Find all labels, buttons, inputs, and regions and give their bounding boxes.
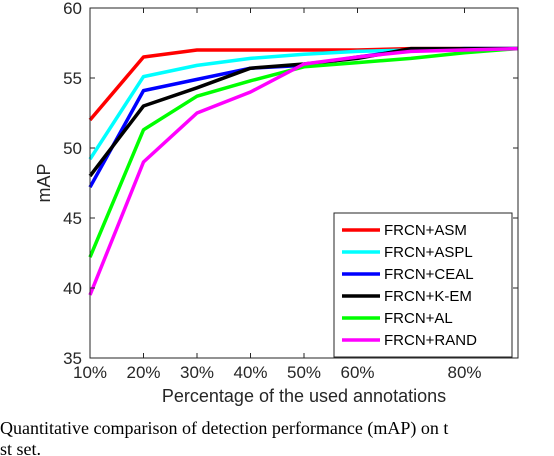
y-tick-label: 55 — [63, 69, 82, 88]
caption-line-2: st set. — [0, 439, 42, 456]
x-tick-label: 10% — [73, 363, 107, 382]
caption-line-1: Quantitative comparison of detection per… — [0, 418, 449, 438]
chart-marks — [88, 46, 519, 296]
legend-box — [333, 212, 513, 358]
x-tick-label: 20% — [126, 363, 160, 382]
y-tick-label: 45 — [63, 209, 82, 228]
x-tick-label: 50% — [287, 363, 321, 382]
legend: FRCN+ASM FRCN+ASPL FRCN+CEAL FRCN+K-EM FRCN+… — [333, 212, 513, 358]
legend-label-frcn-al: FRCN+AL — [384, 310, 453, 327]
series-line-frcn-rand — [88, 46, 519, 296]
x-tick-label: 80% — [447, 363, 481, 382]
y-tick-label: 50 — [63, 139, 82, 158]
legend-label-frcn-ceal: FRCN+CEAL — [384, 266, 474, 283]
legend-label-frcn-rand: FRCN+RAND — [384, 332, 477, 349]
axis-ticks: 35 40 45 50 55 60 10% 20% 30% 40% 50% 60% 80% — [63, 0, 518, 382]
series-line-frcn-ceal — [88, 46, 518, 189]
figure-caption: Quantitative comparison of detection per… — [0, 418, 554, 456]
x-axis-label: Percentage of the used annotations — [162, 386, 446, 406]
y-tick-label: 60 — [63, 0, 82, 18]
y-tick-label: 40 — [63, 279, 82, 298]
series-line-frcn-al — [88, 46, 519, 258]
legend-label-frcn-asm: FRCN+ASM — [384, 222, 467, 239]
x-tick-label: 60% — [340, 363, 374, 382]
x-tick-label: 30% — [180, 363, 214, 382]
x-tick-label: 40% — [233, 363, 267, 382]
y-tick-label: 35 — [63, 349, 82, 368]
legend-label-frcn-aspl: FRCN+ASPL — [384, 244, 473, 261]
series-line-frcn-asm — [88, 46, 518, 122]
line-chart: 35 40 45 50 55 60 10% 20% 30% 40% 50% 60% 80% Percen… — [34, 0, 519, 406]
y-axis-label: mAP — [34, 163, 54, 202]
legend-label-frcn-k-em: FRCN+K-EM — [384, 288, 472, 305]
